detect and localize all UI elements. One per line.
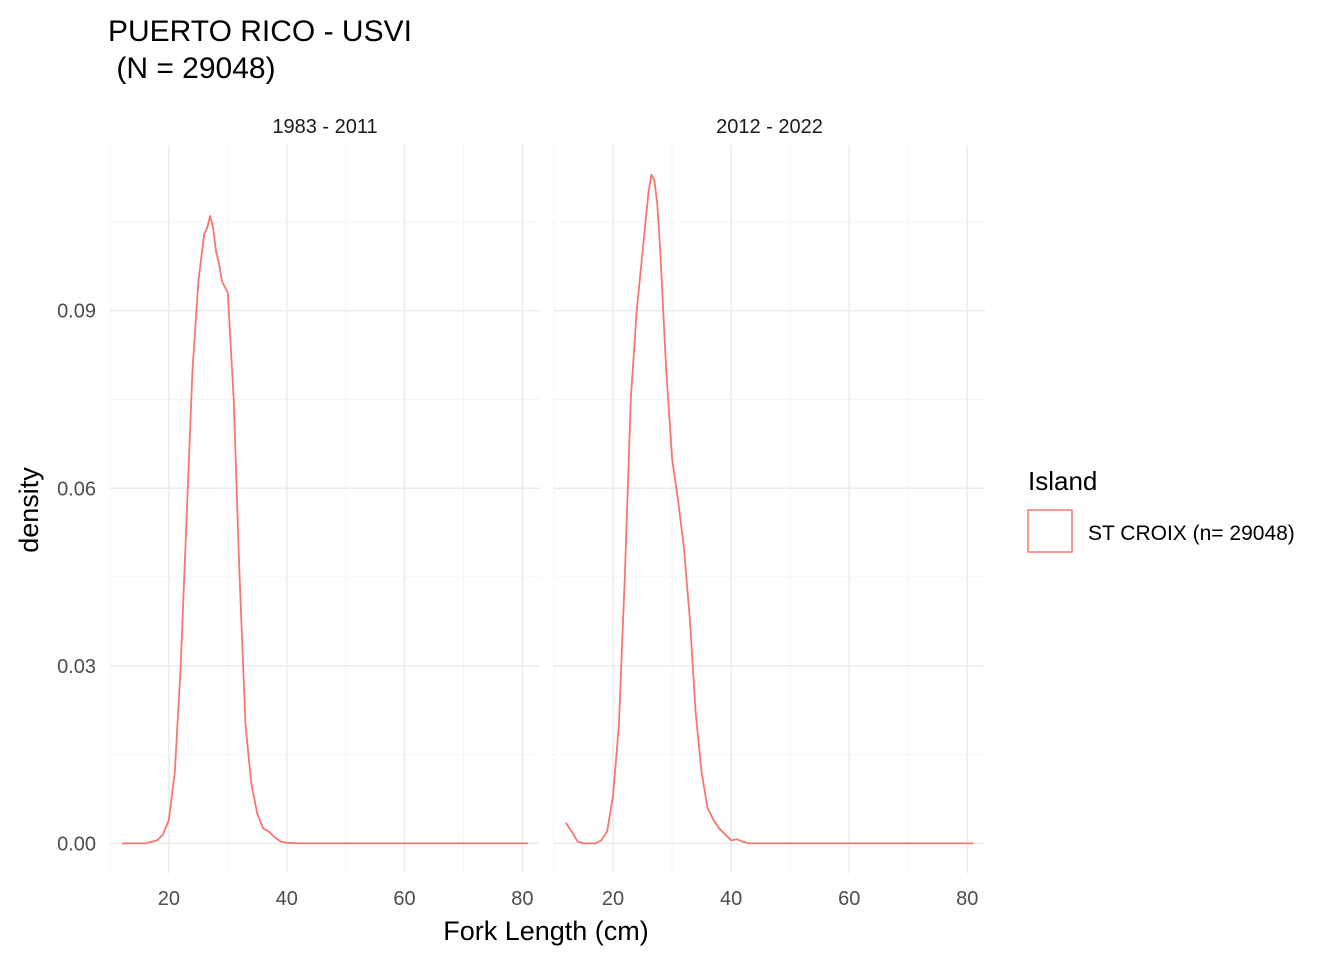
x-tick-label: 20	[602, 888, 624, 910]
panel-1: 1983 - 2011 20 40 60 80 0.00 0.03 0.06 0.09	[57, 116, 540, 910]
x-tick-label: 40	[720, 888, 742, 910]
x-tick-label: 60	[838, 888, 860, 910]
x-tick-label: 60	[393, 888, 415, 910]
chart-title-line-2: (N = 29048)	[108, 52, 276, 85]
y-tick-label: 0.00	[57, 833, 96, 855]
y-tick-label: 0.09	[57, 301, 96, 323]
y-tick-label: 0.03	[57, 656, 96, 678]
y-axis-title: density	[14, 467, 44, 553]
panel-2: 2012 - 2022 20 40 60 80	[553, 116, 985, 910]
x-tick-label: 20	[158, 888, 180, 910]
chart-title-line-1: PUERTO RICO - USVI	[108, 15, 412, 48]
y-tick-label: 0.06	[57, 478, 96, 500]
x-axis-title: Fork Length (cm)	[443, 916, 649, 946]
x-tick-label: 80	[956, 888, 978, 910]
x-tick-label: 80	[511, 888, 533, 910]
facet-strip-label: 2012 - 2022	[716, 116, 823, 138]
facet-strip-label: 1983 - 2011	[272, 116, 377, 138]
legend-label-st-croix: ST CROIX (n= 29048)	[1088, 522, 1295, 545]
x-tick-label: 40	[276, 888, 298, 910]
legend: Island ST CROIX (n= 29048)	[1027, 466, 1295, 553]
legend-title: Island	[1028, 466, 1097, 496]
legend-key-st-croix	[1027, 509, 1073, 553]
density-line-st-croix	[565, 173, 974, 845]
density-line-st-croix	[121, 215, 529, 845]
facet-panels: 1983 - 2011 20 40 60 80 0.00 0.03 0.06 0.09 2012 …	[57, 116, 985, 910]
